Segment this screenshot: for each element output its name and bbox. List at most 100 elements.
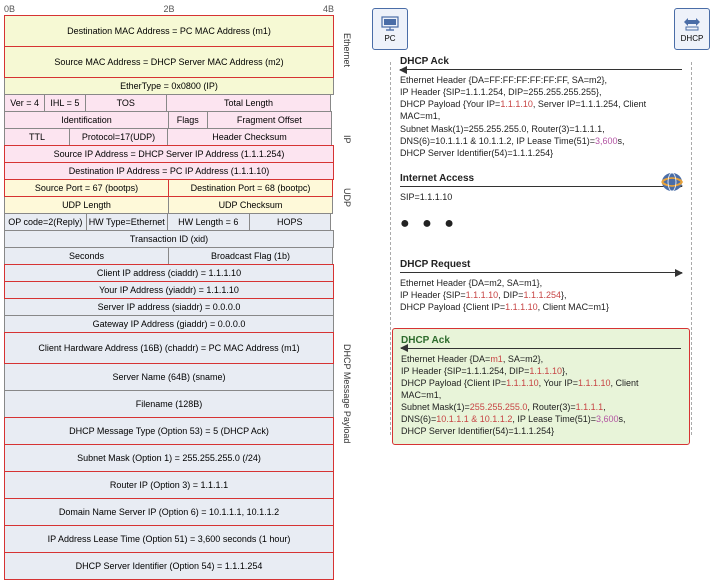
req-title: DHCP Request (400, 259, 682, 270)
pc-icon (380, 16, 400, 32)
byte-0: 0B (4, 4, 113, 14)
ack2-l1b: m1 (490, 354, 503, 364)
ethernet-section: Ethernet Destination MAC Address = PC MA… (4, 15, 334, 95)
eth-dst-mac: Destination MAC Address = PC MAC Address… (4, 15, 334, 47)
ack2-l3b: 1.1.1.10 (506, 378, 539, 388)
req-body: Ethernet Header {DA=m2, SA=m1}, IP Heade… (400, 277, 682, 313)
ack2-l5b: 10.1.1.1 & 10.1.1.2 (436, 414, 512, 424)
internet-arrow (400, 186, 682, 187)
dhcp-opt51: IP Address Lease Time (Option 51) = 3,60… (4, 525, 334, 553)
ip-section: IP Ver = 4 IHL = 5 TOS Total Length Iden… (4, 95, 334, 180)
dhcp-ciaddr: Client IP address (ciaddr) = 1.1.1.10 (4, 264, 334, 282)
sequence-diagram: PC DHCP DHCP Ack Ethernet Header {DA=FF:… (372, 8, 710, 445)
ack1-l2: IP Header {SIP=1.1.1.254, DIP=255.255.25… (400, 87, 602, 97)
ip-tos: TOS (85, 94, 168, 112)
internet-title: Internet Access (400, 173, 682, 184)
ack2-l5a: DNS(6)= (401, 414, 436, 424)
ack1-l1: Ethernet Header {DA=FF:FF:FF:FF:FF:FF, S… (400, 75, 607, 85)
dhcp-opt53: DHCP Message Type (Option 53) = 5 (DHCP … (4, 417, 334, 445)
ip-protocol: Protocol=17(UDP) (69, 128, 168, 146)
ack1-l5b: 3,600 (595, 136, 618, 146)
pc-actor: PC (372, 8, 408, 50)
ip-id: Identification (4, 111, 169, 129)
dhcp-label: DHCP Message Payload (342, 344, 352, 443)
ack1-arrow (400, 69, 682, 70)
dhcp-row1: OP code=2(Reply) HW Type=Ethernet HW Len… (4, 214, 334, 231)
ellipsis-dots: ● ● ● (400, 215, 710, 233)
ack2-l2c: }, (562, 366, 568, 376)
ack2-l5e: s, (619, 414, 626, 424)
req-l2b: 1.1.1.10 (466, 290, 499, 300)
ip-src-addr: Source IP Address = DHCP Server IP Addre… (4, 145, 334, 163)
ack2-l2b: 1.1.1.10 (529, 366, 562, 376)
internet-l1: SIP=1.1.1.10 (400, 191, 682, 203)
ack1-l4: Subnet Mask(1)=255.255.255.0, Router(3)=… (400, 124, 605, 134)
ack2-l6: DHCP Server Identifier(54)=1.1.1.254} (401, 426, 554, 436)
ip-flags: Flags (168, 111, 208, 129)
ack2-l4c: , Router(3)= (527, 402, 575, 412)
msg-request: DHCP Request Ethernet Header {DA=m2, SA=… (400, 259, 682, 313)
ack2-arrow (401, 348, 681, 349)
byte-2: 2B (115, 4, 224, 14)
req-arrow (400, 272, 682, 273)
req-l1: Ethernet Header {DA=m2, SA=m1}, (400, 278, 542, 288)
ack2-l4a: Subnet Mask(1)= (401, 402, 470, 412)
ack1-title: DHCP Ack (400, 56, 682, 67)
dhcp-label-actor: DHCP (681, 34, 704, 43)
udp-dst-port: Destination Port = 68 (bootpc) (168, 179, 333, 197)
udp-section: UDP Source Port = 67 (bootps) Destinatio… (4, 180, 334, 214)
eth-ethertype: EtherType = 0x0800 (IP) (4, 77, 334, 95)
ack1-body: Ethernet Header {DA=FF:FF:FF:FF:FF:FF, S… (400, 74, 682, 159)
dhcp-sname: Server Name (64B) (sname) (4, 363, 334, 391)
dhcp-icon (682, 16, 702, 32)
dhcp-flags: Broadcast Flag (1b) (168, 247, 333, 265)
dhcp-file: Filename (128B) (4, 390, 334, 418)
dhcp-hwtype: HW Type=Ethernet (86, 213, 169, 231)
ack2-l5c: , IP Lease Time(51)= (512, 414, 596, 424)
actors-row: PC DHCP (372, 8, 710, 50)
pc-label: PC (384, 34, 395, 43)
byte-ruler: 0B 2B 4B (4, 4, 334, 14)
req-l3c: , Client MAC=m1} (538, 302, 609, 312)
ip-row2: Identification Flags Fragment Offset (4, 112, 334, 129)
ack2-title: DHCP Ack (401, 335, 681, 346)
ip-total-length: Total Length (166, 94, 331, 112)
dhcp-row3: Seconds Broadcast Flag (1b) (4, 248, 334, 265)
ack2-l3a: DHCP Payload {Client IP= (401, 378, 506, 388)
ack1-l5c: s, (617, 136, 624, 146)
msg-ack1: DHCP Ack Ethernet Header {DA=FF:FF:FF:FF… (400, 56, 682, 159)
packet-structure: 0B 2B 4B Ethernet Destination MAC Addres… (4, 4, 334, 580)
req-l2a: IP Header {SIP= (400, 290, 466, 300)
udp-src-port: Source Port = 67 (bootps) (4, 179, 169, 197)
udp-label: UDP (342, 188, 352, 207)
ack1-l3b: 1.1.1.10 (500, 99, 533, 109)
ip-dst-addr: Destination IP Address = PC IP Address (… (4, 162, 334, 180)
ack2-l5d: 3,600 (596, 414, 619, 424)
ethernet-label: Ethernet (342, 33, 352, 67)
ack1-l5a: DNS(6)=10.1.1.1 & 10.1.1.2, IP Lease Tim… (400, 136, 595, 146)
ip-frag-offset: Fragment Offset (207, 111, 332, 129)
ip-ihl: IHL = 5 (44, 94, 85, 112)
dhcp-section: DHCP Message Payload OP code=2(Reply) HW… (4, 214, 334, 580)
udp-row1: Source Port = 67 (bootps) Destination Po… (4, 180, 334, 197)
udp-checksum: UDP Checksum (168, 196, 333, 214)
ack2-l3c: , Your IP= (539, 378, 578, 388)
req-l3b: 1.1.1.10 (505, 302, 538, 312)
ack2-l4e: , (603, 402, 606, 412)
ack2-l4b: 255.255.255.0 (470, 402, 528, 412)
ack2-l1c: , SA=m2}, (503, 354, 543, 364)
msg-ack2: DHCP Ack Ethernet Header {DA=m1, SA=m2},… (392, 328, 690, 445)
dhcp-xid: Transaction ID (xid) (4, 230, 334, 248)
ip-ver: Ver = 4 (4, 94, 45, 112)
dhcp-giaddr: Gateway IP Address (giaddr) = 0.0.0.0 (4, 315, 334, 333)
ack2-l2a: IP Header {SIP=1.1.1.254, DIP= (401, 366, 529, 376)
dhcp-hops: HOPS (249, 213, 332, 231)
ack1-l6: DHCP Server Identifier(54)=1.1.1.254} (400, 148, 553, 158)
ip-row3: TTL Protocol=17(UDP) Header Checksum (4, 129, 334, 146)
ip-label: IP (342, 135, 352, 144)
ip-checksum: Header Checksum (167, 128, 332, 146)
ack2-l3d: 1.1.1.10 (578, 378, 611, 388)
req-l2d: 1.1.1.254 (523, 290, 561, 300)
req-l2e: }, (561, 290, 567, 300)
ip-ttl: TTL (4, 128, 70, 146)
